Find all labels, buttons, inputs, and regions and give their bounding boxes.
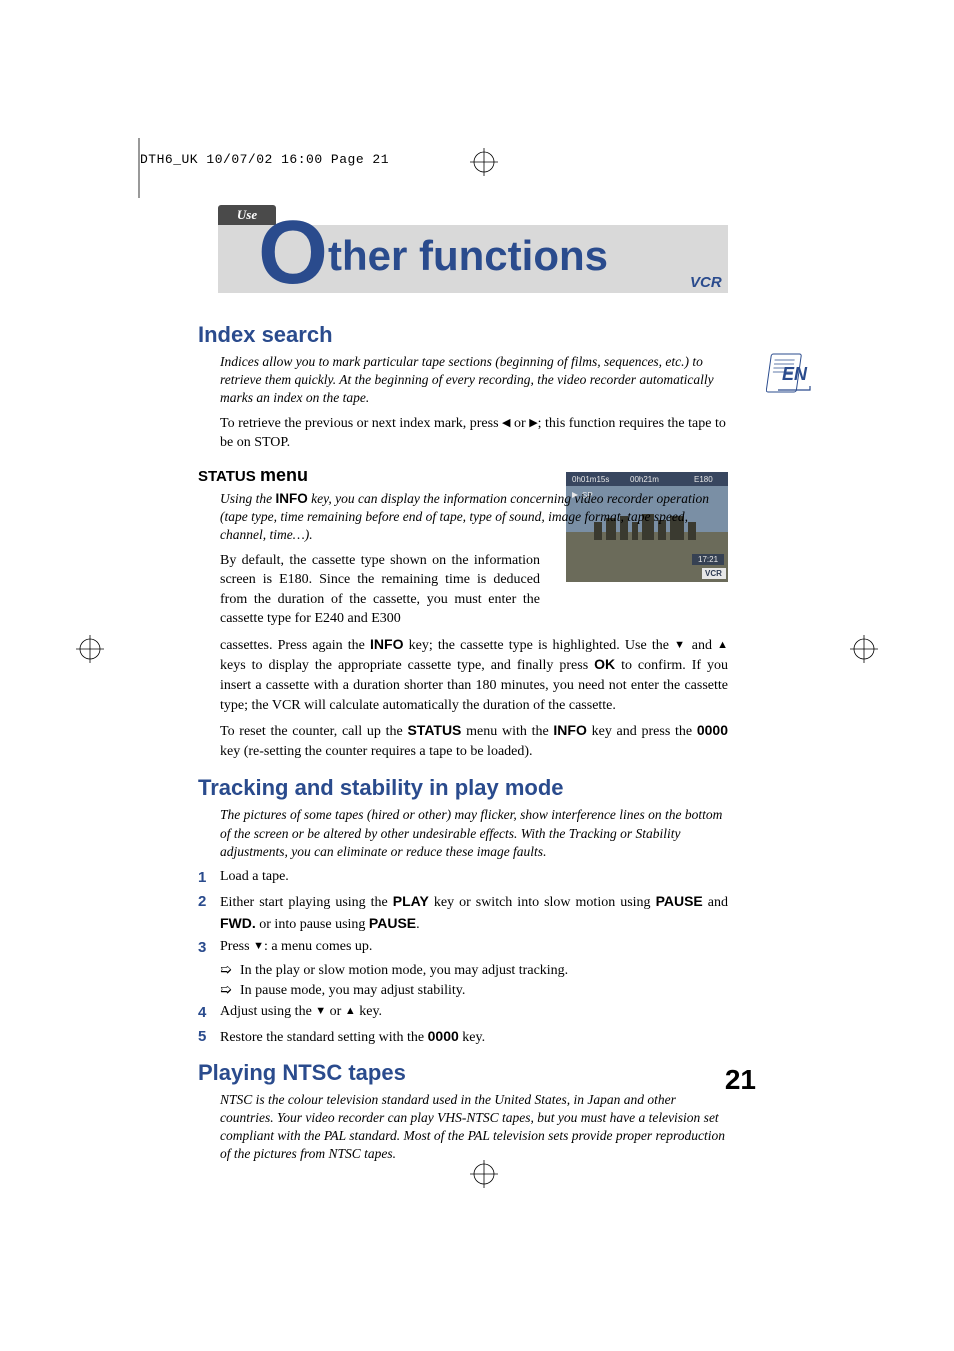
triangle-up-icon: ▲ [345, 1005, 356, 1017]
arrow-icon: ➯ [220, 981, 240, 1001]
step-4: 4 Adjust using the ▼ or ▲ key. [198, 1002, 728, 1024]
step-5: 5 Restore the standard setting with the … [198, 1026, 728, 1048]
heading-index-search: Index search [198, 322, 728, 348]
index-search-intro: Indices allow you to mark particular tap… [220, 353, 728, 408]
step-2: 2 Either start playing using the PLAY ke… [198, 891, 728, 936]
title-text: ther functions [328, 232, 608, 280]
crop-mark-top-vline [138, 138, 140, 198]
status-para1: By default, the cassette type shown on t… [220, 551, 540, 629]
triangle-left-icon: ◀ [502, 417, 510, 429]
heading-status-menu: STATUS menu [198, 465, 728, 486]
triangle-right-icon: ▶ [529, 417, 537, 429]
heading-tracking: Tracking and stability in play mode [198, 775, 728, 801]
status-para3: To reset the counter, call up the STATUS… [220, 721, 728, 761]
svg-text:EN: EN [782, 364, 808, 384]
heading-ntsc: Playing NTSC tapes [198, 1060, 728, 1086]
step-3: 3 Press ▼: a menu comes up. [198, 937, 728, 959]
print-header: DTH6_UK 10/07/02 16:00 Page 21 [140, 152, 389, 167]
triangle-up-icon: ▲ [717, 639, 728, 651]
crop-mark-left [76, 635, 104, 663]
crop-mark-right [850, 635, 878, 663]
ntsc-intro: NTSC is the colour television standard u… [220, 1091, 728, 1164]
tracking-intro: The pictures of some tapes (hired or oth… [220, 806, 728, 861]
triangle-down-icon: ▼ [674, 639, 687, 651]
step-3-sub2: ➯In pause mode, you may adjust stability… [220, 981, 728, 1001]
page-number: 21 [725, 1064, 756, 1096]
crop-mark-top [470, 148, 498, 176]
index-search-body: To retrieve the previous or next index m… [220, 414, 728, 453]
triangle-down-icon: ▼ [253, 940, 264, 952]
vcr-badge: VCR [690, 274, 722, 291]
arrow-icon: ➯ [220, 961, 240, 981]
status-intro: Using the INFO key, you can display the … [220, 490, 728, 545]
triangle-down-icon: ▼ [315, 1005, 326, 1017]
step-3-sub1: ➯In the play or slow motion mode, you ma… [220, 961, 728, 981]
language-badge-icon: EN [766, 350, 814, 398]
step-1: 1Load a tape. [198, 867, 728, 889]
status-para2: cassettes. Press again the INFO key; the… [220, 635, 728, 715]
title-initial: O [258, 202, 328, 305]
